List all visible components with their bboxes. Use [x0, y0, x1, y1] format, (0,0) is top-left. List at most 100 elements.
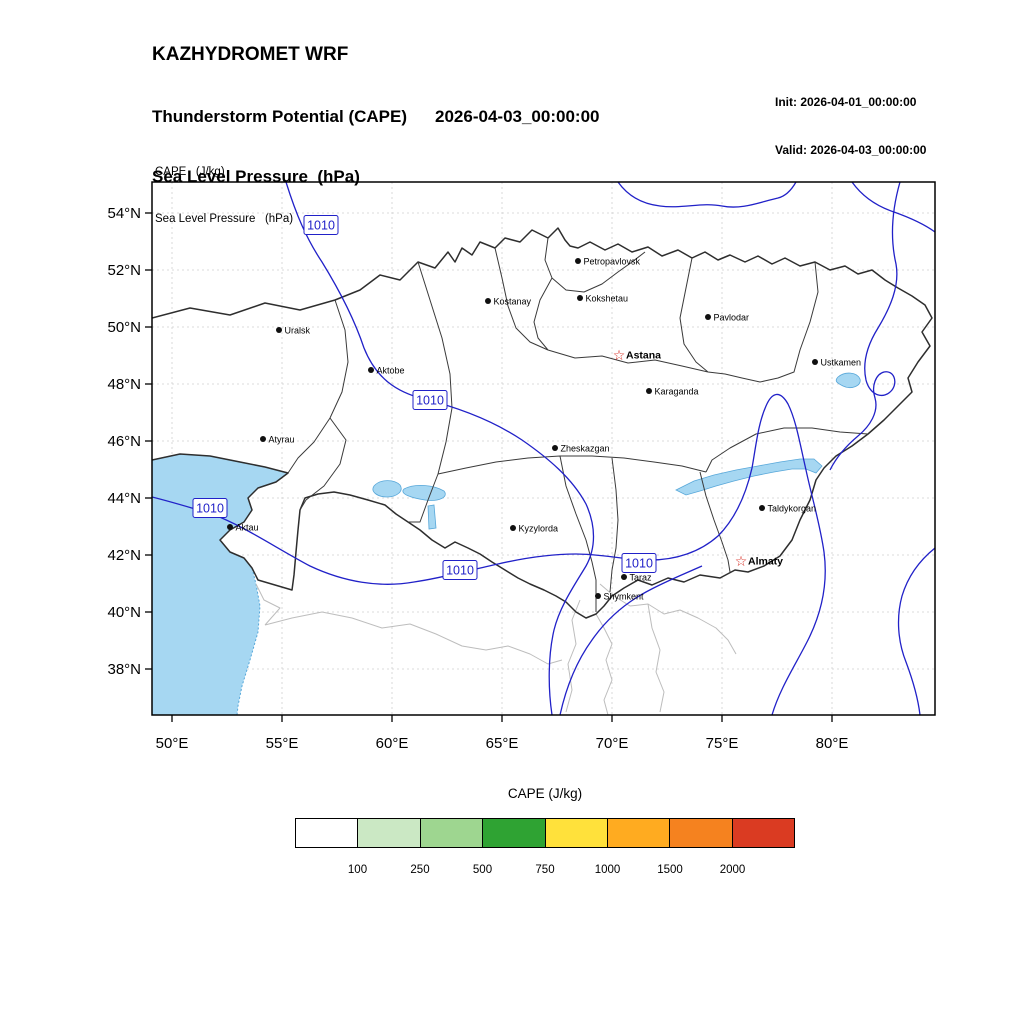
city-dot-icon — [552, 445, 558, 451]
colorbar-title: CAPE (J/kg) — [507, 786, 583, 801]
city-ustkamen: Ustkamen — [812, 358, 861, 368]
cities: Petropavlovsk Kostanay Kokshetau Pavlodar Ur… — [227, 257, 861, 602]
city-label: Atyrau — [269, 435, 295, 445]
city-aktau: Aktau — [227, 523, 259, 533]
aral-sea-east — [402, 485, 446, 501]
lon-tick-label: 65°E — [486, 735, 519, 752]
colorbar-tick-label: 1500 — [657, 864, 683, 876]
isobar-label-value: 1010 — [625, 557, 653, 571]
isobar-label-value: 1010 — [446, 564, 474, 578]
region-borders — [287, 237, 869, 612]
city-label: Kyzylorda — [519, 524, 559, 534]
lat-tick-label: 42°N — [107, 547, 141, 564]
city-kokshetau: Kokshetau — [577, 294, 628, 304]
map-legend: CAPE (J/kg) Sea Level Pressure (hPa) — [155, 134, 293, 258]
city-label: Pavlodar — [714, 313, 750, 323]
city-label: Taraz — [630, 573, 653, 583]
colorbar-segment — [732, 819, 794, 847]
isobar-label-box — [412, 390, 448, 410]
colorbar-segment — [545, 819, 608, 847]
colorbar-tick-label: 500 — [472, 864, 493, 876]
city-dot-icon — [260, 436, 266, 442]
lon-tick-label: 70°E — [596, 735, 629, 752]
colorbar-labels: 100 250 500 750 1000 1500 2000 — [295, 864, 795, 880]
city-label: Astana — [626, 350, 661, 362]
city-dot-icon — [621, 574, 627, 580]
graticule-grid — [152, 182, 935, 715]
isobar-label: 1010 — [412, 390, 448, 410]
city-dot-icon — [759, 505, 765, 511]
city-dot-icon — [575, 258, 581, 264]
lon-tick-label: 80°E — [816, 735, 849, 752]
isobar-label-box — [621, 553, 657, 573]
aral-sea-north — [372, 480, 402, 498]
city-taraz: Taraz — [621, 573, 652, 583]
lat-tick-label: 54°N — [107, 205, 141, 222]
isobar-south-sweep — [152, 393, 826, 715]
isobar-east-wavy — [829, 182, 901, 471]
city-label: Uralsk — [285, 326, 311, 336]
city-label: Zheskazgan — [561, 444, 610, 454]
city-label: Karaganda — [655, 387, 699, 397]
colorbar-tick-label: 100 — [347, 864, 368, 876]
lon-tick-label: 55°E — [266, 735, 299, 752]
map-axes: 50°E 55°E 60°E 65°E 70°E 75°E 80°E 54°N 52°N 50°N… — [107, 205, 848, 752]
city-astana: ☆ Astana — [613, 348, 661, 364]
init-valid-block: Init: 2026-04-01_00:00:00 Valid: 2026-04… — [775, 62, 926, 190]
city-dot-icon — [577, 295, 583, 301]
city-dot-icon — [595, 593, 601, 599]
lat-tick-label: 50°N — [107, 319, 141, 336]
city-almaty: ☆ Almaty — [735, 554, 783, 570]
map-frame — [151, 181, 936, 716]
colorbar-segment — [483, 819, 546, 847]
city-label: Petropavlovsk — [584, 257, 641, 267]
isobar-label-box — [303, 215, 339, 235]
isobar-south-branch — [559, 565, 703, 715]
lat-tick-label: 52°N — [107, 262, 141, 279]
isobar-label-box — [192, 498, 228, 518]
colorbar-tick-label: 2000 — [719, 864, 746, 876]
isobar-label-value: 1010 — [196, 502, 224, 516]
city-atyrau: Atyrau — [260, 435, 295, 445]
city-karaganda: Karaganda — [646, 387, 699, 397]
map-content: 1010 1010 1010 1010 1010 Petropavlovsk Kostan… — [152, 182, 935, 715]
isobar-label: 1010 — [192, 498, 228, 518]
colorbar-tick-label: 750 — [535, 864, 555, 876]
product-name: Thunderstorm Potential (CAPE) — [152, 107, 408, 126]
lat-tick-label: 40°N — [107, 604, 141, 621]
lat-tick-label: 48°N — [107, 376, 141, 393]
city-star-icon: ☆ — [613, 348, 626, 364]
isobar-southeast — [897, 547, 935, 715]
lake-balkhash — [675, 458, 823, 496]
colorbar-segment — [420, 819, 484, 847]
city-aktobe: Aktobe — [368, 366, 405, 376]
foreign-borders — [255, 583, 737, 715]
forecast-datetime: 2026-04-03_00:00:00 — [435, 107, 600, 126]
isobar-northwest — [285, 182, 595, 715]
city-uralsk: Uralsk — [276, 326, 311, 336]
isobar-labels: 1010 1010 1010 1010 1010 — [192, 215, 657, 580]
isobar-label: 1010 — [621, 553, 657, 573]
init-time: Init: 2026-04-01_00:00:00 — [775, 95, 917, 109]
lat-tick-label: 38°N — [107, 661, 141, 678]
city-dot-icon — [368, 367, 374, 373]
lon-tick-label: 60°E — [376, 735, 409, 752]
city-dot-icon — [705, 314, 711, 320]
map-legend-slp: Sea Level Pressure (hPa) — [155, 212, 294, 225]
caspian-sea — [152, 453, 290, 715]
city-label: Kokshetau — [586, 294, 629, 304]
city-dot-icon — [276, 327, 282, 333]
city-dot-icon — [485, 298, 491, 304]
city-label: Taldykorgan — [768, 504, 817, 514]
city-petropavlovsk: Petropavlovsk — [575, 257, 641, 267]
city-star-icon: ☆ — [735, 554, 748, 570]
model-title: KAZHYDROMET WRF — [152, 44, 349, 65]
isobar-label: 1010 — [303, 215, 339, 235]
isobar-north-wander — [617, 182, 797, 208]
city-pavlodar: Pavlodar — [705, 313, 749, 323]
colorbar — [295, 818, 795, 848]
city-kyzylorda: Kyzylorda — [510, 524, 558, 534]
city-label: Almaty — [748, 556, 783, 568]
city-dot-icon — [227, 524, 233, 530]
